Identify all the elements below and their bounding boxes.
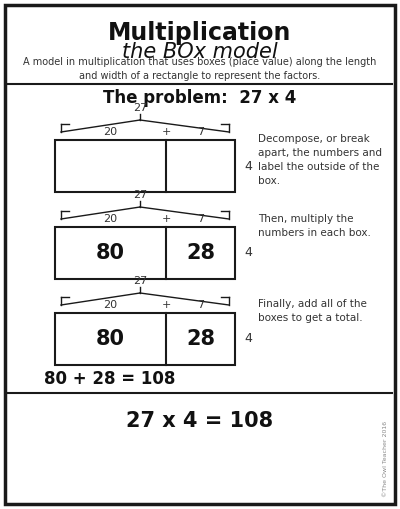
Text: A model in multiplication that uses boxes (place value) along the length
and wid: A model in multiplication that uses boxe… (23, 57, 377, 81)
Text: 7: 7 (197, 127, 204, 137)
Text: The problem:  27 x 4: The problem: 27 x 4 (103, 89, 297, 107)
Text: 27 x 4 = 108: 27 x 4 = 108 (126, 411, 274, 431)
Text: +: + (161, 300, 171, 310)
Bar (55, 140, 235, 192)
Text: the BOx model: the BOx model (122, 42, 278, 62)
Text: 20: 20 (104, 300, 118, 310)
Text: 80: 80 (96, 243, 125, 263)
Text: 80: 80 (96, 329, 125, 349)
Text: 28: 28 (186, 243, 215, 263)
Text: 80 + 28 = 108: 80 + 28 = 108 (44, 370, 176, 388)
Text: +: + (161, 214, 171, 224)
Text: Finally, add all of the
boxes to get a total.: Finally, add all of the boxes to get a t… (258, 299, 367, 323)
Text: 27: 27 (133, 276, 147, 286)
Text: 20: 20 (104, 214, 118, 224)
Text: 27: 27 (133, 103, 147, 113)
Text: ©The Owl Teacher 2016: ©The Owl Teacher 2016 (383, 421, 388, 497)
Text: 4: 4 (244, 246, 252, 260)
Text: 28: 28 (186, 329, 215, 349)
Bar (55, 313, 235, 365)
Text: 27: 27 (133, 190, 147, 200)
Text: Then, multiply the
numbers in each box.: Then, multiply the numbers in each box. (258, 214, 371, 238)
Text: 20: 20 (104, 127, 118, 137)
Text: 4: 4 (244, 159, 252, 173)
Text: Multiplication: Multiplication (108, 21, 292, 45)
Text: 7: 7 (197, 214, 204, 224)
Text: 4: 4 (244, 332, 252, 346)
Text: +: + (161, 127, 171, 137)
Bar (55, 227, 235, 279)
Text: 7: 7 (197, 300, 204, 310)
Text: Decompose, or break
apart, the numbers and
label the outside of the
box.: Decompose, or break apart, the numbers a… (258, 134, 382, 186)
